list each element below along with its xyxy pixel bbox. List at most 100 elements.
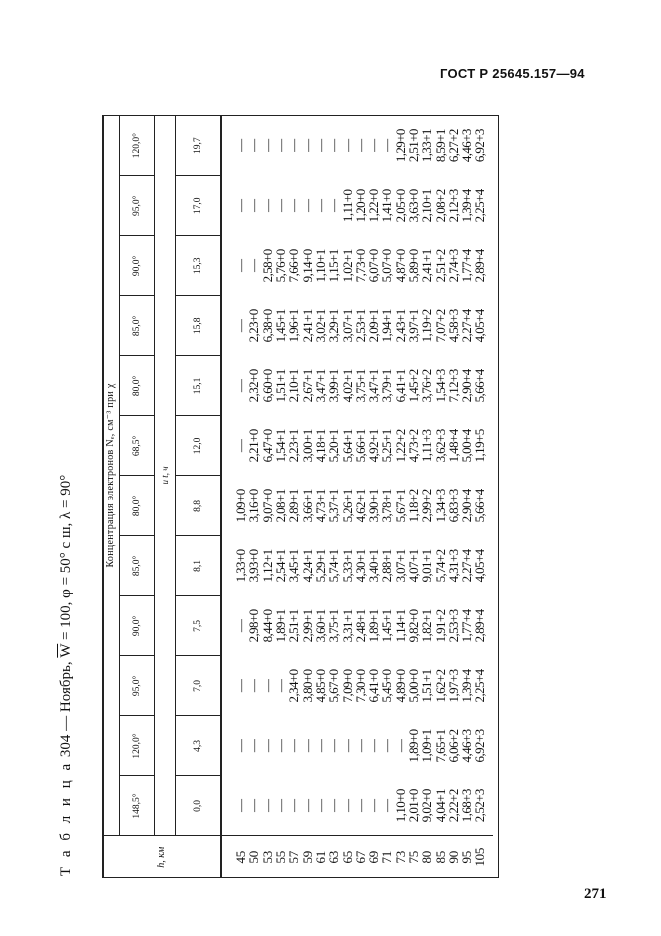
- density-cell: 1,18+2: [406, 489, 421, 523]
- density-cell: —: [273, 739, 289, 753]
- density-cell: 3,80+0: [299, 669, 315, 703]
- table-row: 55 — — — 1,89+1 2,54+1 2,08+1 1,54+1 1,51+1 1,45+…: [273, 116, 289, 878]
- h-value: 50: [246, 835, 261, 878]
- density-cell: 6,83+3: [445, 489, 461, 523]
- density-cell: 1,41+0: [379, 189, 395, 223]
- density-cell: —: [392, 739, 408, 753]
- density-cell: 3,00+1: [299, 429, 315, 463]
- density-cell: 1,22+2: [392, 429, 408, 463]
- density-cell: —: [246, 799, 262, 812]
- density-cell: 2,25+4: [472, 669, 488, 703]
- density-cell: 2,21+0: [246, 429, 262, 463]
- density-cell: 4,07+1: [406, 549, 421, 583]
- h-value: 80: [419, 835, 434, 878]
- t-header-cell: 15,3: [175, 235, 221, 296]
- density-cell: 2,51+0: [406, 129, 421, 163]
- density-cell: 4,02+1: [339, 369, 355, 403]
- density-cell: —: [273, 799, 289, 812]
- density-cell: 5,20+1: [326, 429, 342, 463]
- density-cell: 1,39+4: [459, 669, 475, 703]
- density-cell: 1,11+0: [339, 189, 355, 223]
- density-cell: 3,02+1: [312, 309, 328, 343]
- density-cell: 2,10+1: [286, 369, 302, 403]
- density-cell: —: [299, 739, 315, 753]
- h-value: 67: [353, 835, 368, 878]
- table-row: 95 1,68+3 4,46+3 1,39+4 1,77+4 2,27+4 2,90+4 5,…: [459, 116, 475, 878]
- density-cell: 6,60+0: [259, 369, 275, 403]
- density-cell: 1,19+2: [419, 309, 435, 343]
- density-cell: —: [326, 739, 342, 753]
- density-cell: 4,58+3: [445, 309, 461, 343]
- density-cell: 2,52+3: [472, 789, 488, 823]
- density-cell: —: [312, 139, 328, 152]
- density-cell: —: [312, 739, 328, 753]
- density-cell: 5,66+4: [472, 369, 488, 403]
- density-cell: —: [233, 619, 249, 633]
- table-row: 57 — — 2,34+0 2,51+1 3,45+1 2,89+1 2,23+1 2,10+1…: [286, 116, 302, 878]
- electron-density-table: h, км Концентрация электронов Nₑ, см⁻³ п…: [102, 115, 493, 878]
- t-header-cell: 15,1: [175, 355, 221, 416]
- density-cell: —: [259, 679, 275, 693]
- density-cell: 5,33+1: [339, 549, 355, 583]
- density-cell: 2,48+1: [352, 609, 368, 643]
- page-number: 271: [584, 886, 607, 902]
- h-column-header: h, км: [102, 835, 221, 878]
- density-cell: —: [299, 139, 315, 152]
- table-row: 69 — — 6,41+0 1,89+1 3,40+1 3,90+1 4,92+1 3,47+1…: [366, 116, 381, 878]
- density-cell: —: [299, 799, 315, 812]
- density-cell: 4,73+1: [312, 489, 328, 523]
- density-cell: 1,94+1: [379, 309, 395, 343]
- density-cell: 5,29+1: [312, 549, 328, 583]
- density-cell: 2,32+0: [246, 369, 262, 403]
- density-cell: 5,67+0: [326, 669, 342, 703]
- t-header-cell: 17,0: [175, 175, 221, 236]
- concentration-header: Концентрация электронов Nₑ, см⁻³ при χ: [102, 115, 120, 836]
- density-cell: 9,01+1: [419, 549, 435, 583]
- chi-header-cell: 95,0°: [119, 655, 155, 716]
- density-cell: 6,38+0: [259, 309, 275, 343]
- density-cell: 2,41+1: [299, 309, 315, 343]
- density-cell: —: [246, 739, 262, 753]
- density-cell: 5,00+0: [406, 669, 421, 703]
- table-month: — Ноябрь,: [58, 661, 74, 731]
- density-cell: 1,39+4: [459, 189, 475, 223]
- density-cell: 2,74+3: [445, 249, 461, 283]
- density-cell: 1,89+0: [406, 729, 421, 763]
- density-cell: —: [233, 259, 249, 273]
- h-value: 59: [300, 835, 315, 878]
- density-cell: 1,20+0: [352, 189, 368, 223]
- density-cell: —: [233, 379, 249, 393]
- density-cell: 6,92+3: [472, 729, 488, 763]
- density-cell: 4,05+4: [472, 309, 488, 343]
- density-cell: 2,34+0: [286, 669, 302, 703]
- density-cell: 5,74+1: [326, 549, 342, 583]
- density-cell: 3,07+1: [392, 549, 408, 583]
- density-cell: 2,41+1: [419, 249, 435, 283]
- rotated-table-block: Т а б л и ц а 304 — Ноябрь, W = 100, φ =…: [50, 115, 640, 878]
- density-cell: 2,12+3: [445, 189, 461, 223]
- density-cell: 1,10+0: [392, 789, 408, 823]
- density-cell: 9,07+0: [259, 489, 275, 523]
- h-value: 105: [472, 835, 493, 878]
- density-cell: —: [379, 139, 395, 152]
- h-value: 85: [433, 835, 448, 878]
- density-cell: —: [286, 139, 302, 152]
- density-cell: 4,89+0: [392, 669, 408, 703]
- h-value: 53: [260, 835, 275, 878]
- density-cell: 3,16+0: [246, 489, 262, 523]
- density-cell: 2,90+4: [459, 369, 475, 403]
- table-row: 85 4,04+1 7,65+1 1,62+2 1,91+2 5,74+2 1,34+3 3,…: [433, 116, 448, 878]
- density-cell: 2,23+0: [246, 309, 262, 343]
- table-row: 90 2,22+2 6,06+2 1,97+3 2,53+3 4,31+3 6,83+3 1,…: [445, 116, 461, 878]
- h-value: 63: [326, 835, 341, 878]
- density-cell: 1,51+1: [273, 369, 289, 403]
- t-header-cell: 19,7: [175, 115, 221, 176]
- density-cell: 3,63+0: [406, 189, 421, 223]
- density-cell: —: [233, 139, 249, 152]
- density-cell: —: [299, 199, 315, 213]
- density-cell: 2,89+1: [286, 489, 302, 523]
- density-cell: —: [233, 319, 249, 333]
- density-cell: 5,89+0: [406, 249, 421, 283]
- density-cell: 2,53+1: [352, 309, 368, 343]
- table-row: 61 — — 4,85+0 3,60+1 5,29+1 4,73+1 4,18+1 3,47+1…: [312, 116, 328, 878]
